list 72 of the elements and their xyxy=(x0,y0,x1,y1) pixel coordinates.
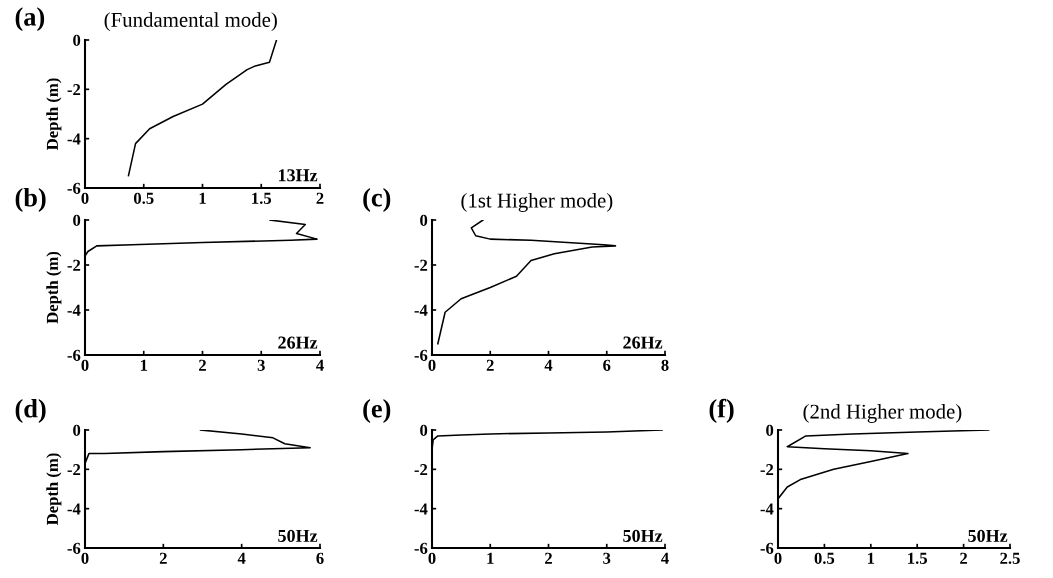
y-tick-label: 0 xyxy=(73,424,81,436)
x-tick-label: 1 xyxy=(140,359,148,371)
x-tick-label: 1.5 xyxy=(908,552,928,564)
chart-title: (c) xyxy=(363,187,391,212)
y-tick-label: -2 xyxy=(414,464,428,476)
y-tick-label: 0 xyxy=(73,214,81,226)
x-tick-label: 3 xyxy=(257,359,265,371)
x-tick-label: 1 xyxy=(867,552,875,564)
chart-title: (f) xyxy=(709,398,734,423)
x-tick-label: 4 xyxy=(661,552,669,564)
x-tick-label: 0 xyxy=(774,552,782,564)
x-tick-label: 0 xyxy=(428,552,436,564)
y-tick-label: -6 xyxy=(67,349,81,361)
x-tick-label: 0.5 xyxy=(133,192,154,204)
y-tick-label: -4 xyxy=(414,503,428,515)
x-tick-label: 2 xyxy=(486,359,494,371)
x-tick-label: 2 xyxy=(159,552,167,564)
y-tick-label: -6 xyxy=(414,542,428,554)
y-tick-label: -2 xyxy=(67,84,81,96)
x-tick-label: 1 xyxy=(487,552,494,564)
y-tick-label: -4 xyxy=(67,133,81,145)
y-tick-label: -4 xyxy=(67,503,81,515)
x-tick-label: 2 xyxy=(316,192,324,204)
y-tick-label: 0 xyxy=(420,424,428,436)
x-tick-label: 2 xyxy=(545,552,552,564)
x-tick-label: 8 xyxy=(661,359,669,371)
annotation: 50Hz xyxy=(968,529,1008,542)
y-tick-label: 0 xyxy=(420,214,428,226)
y-tick-label: -2 xyxy=(760,464,774,476)
annotation: 13Hz xyxy=(278,169,318,182)
y-axis-title: Depth (m) xyxy=(46,453,62,526)
y-axis-title: Depth (m) xyxy=(46,251,62,324)
x-tick-label: 0 xyxy=(81,192,89,204)
y-tick-label: 0 xyxy=(766,424,774,436)
chart-title: (b) xyxy=(15,187,46,212)
annotation: 50Hz xyxy=(278,529,318,542)
y-tick-label: -2 xyxy=(67,259,81,271)
x-tick-label: 2.5 xyxy=(1000,552,1020,564)
chart-title: (e) xyxy=(363,398,391,423)
x-tick-label: 1 xyxy=(199,192,206,204)
y-tick-label: -4 xyxy=(760,503,774,515)
x-tick-label: 3 xyxy=(603,552,611,564)
x-tick-label: 0.5 xyxy=(814,552,835,564)
x-tick-label: 4 xyxy=(237,552,246,564)
annotation: 26Hz xyxy=(278,336,318,349)
x-tick-label: 2 xyxy=(199,359,206,371)
chart-subtitle: (Fundamental mode) xyxy=(104,12,277,32)
chart-subtitle: (1st Higher mode) xyxy=(461,192,613,212)
y-tick-label: -6 xyxy=(67,542,81,554)
x-tick-label: 0 xyxy=(81,552,89,564)
y-axis-title: Depth (m) xyxy=(46,78,62,151)
x-tick-label: 6 xyxy=(603,359,611,371)
x-tick-label: 4 xyxy=(316,359,324,371)
x-tick-label: 2 xyxy=(960,552,968,564)
x-tick-label: 0 xyxy=(428,359,436,371)
x-tick-label: 4 xyxy=(544,359,553,371)
y-tick-label: -4 xyxy=(414,304,428,316)
y-tick-label: -6 xyxy=(67,182,81,194)
y-tick-label: 0 xyxy=(73,34,81,46)
y-tick-label: -6 xyxy=(414,349,428,361)
x-tick-label: 0 xyxy=(81,359,89,371)
chart-title: (d) xyxy=(15,398,46,423)
y-tick-label: -2 xyxy=(67,464,81,476)
annotation: 26Hz xyxy=(623,336,663,349)
y-tick-label: -6 xyxy=(760,542,774,554)
y-tick-label: -4 xyxy=(67,304,81,316)
chart-subtitle: (2nd Higher mode) xyxy=(803,403,962,423)
y-tick-label: -2 xyxy=(414,259,428,271)
x-tick-label: 6 xyxy=(316,552,324,564)
chart-title: (a) xyxy=(15,7,45,32)
annotation: 50Hz xyxy=(623,529,663,542)
x-tick-label: 1.5 xyxy=(252,192,272,204)
